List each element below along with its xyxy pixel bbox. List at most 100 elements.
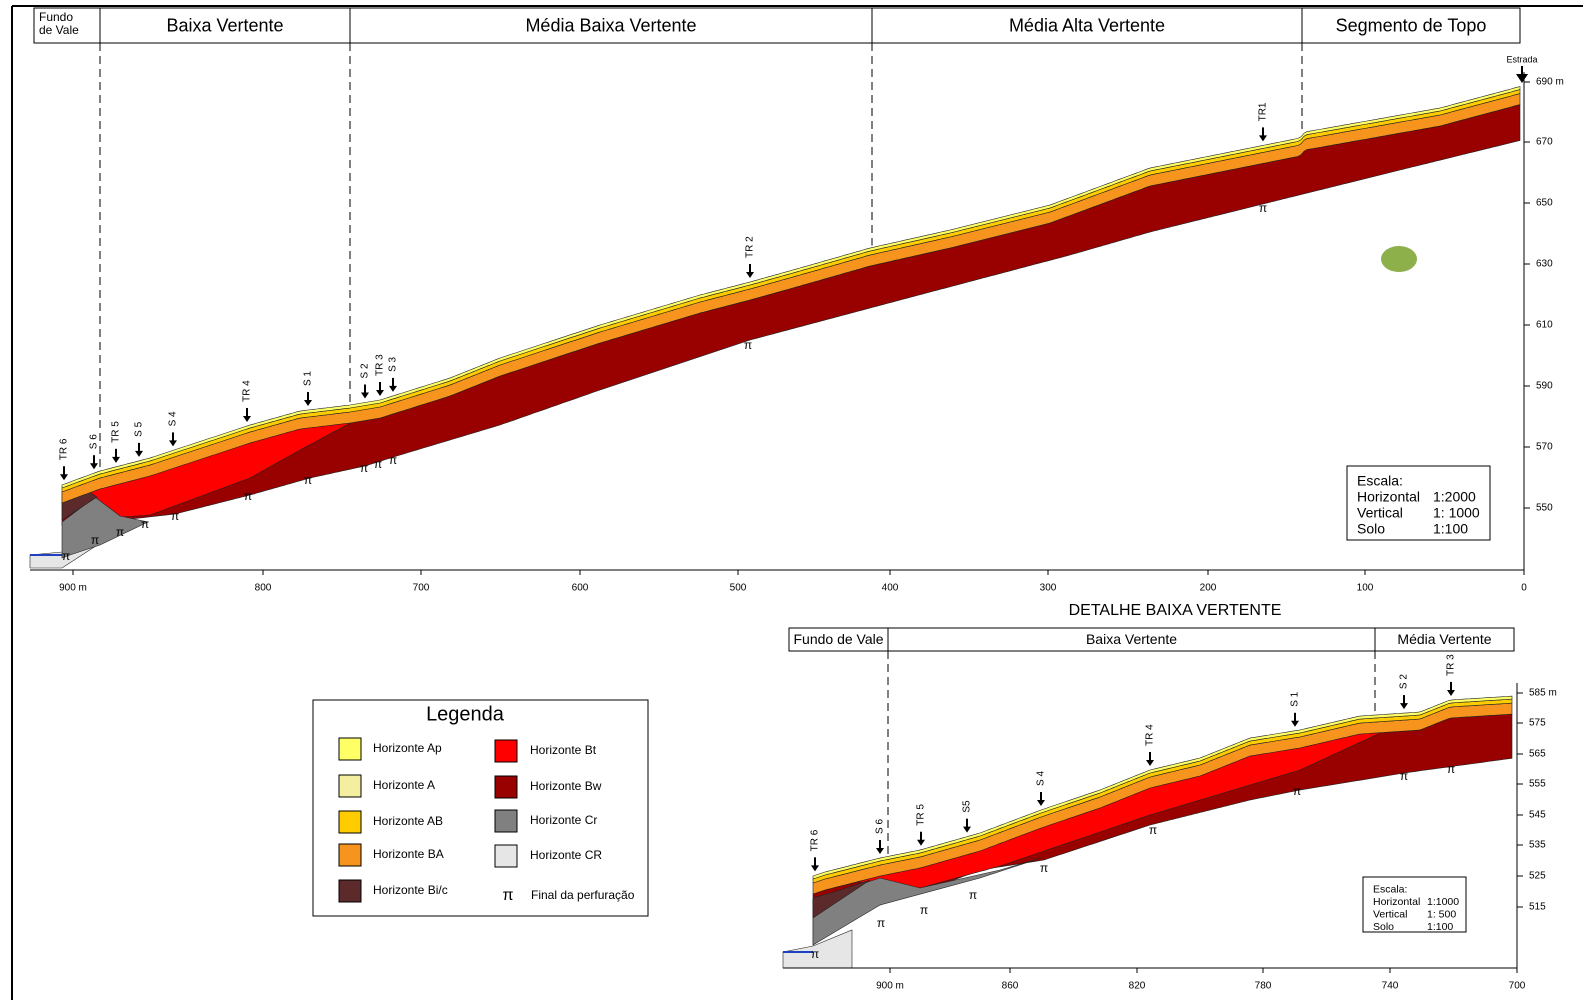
- x-tick-label: 700: [1509, 981, 1526, 992]
- marker-label: S 1: [1290, 691, 1301, 706]
- segment-label: Média Alta Vertente: [1009, 15, 1165, 35]
- legend-label: Horizonte Cr: [530, 813, 597, 827]
- legend-swatch: [495, 776, 517, 798]
- marker-label: TR 5: [916, 804, 927, 826]
- marker-label: TR 4: [242, 380, 253, 402]
- x-tick-label: 200: [1200, 583, 1217, 594]
- marker-arrowhead: [169, 440, 177, 446]
- boring-end: π: [1293, 784, 1301, 798]
- boring-end: π: [374, 457, 382, 471]
- marker-label: TR1: [1258, 102, 1269, 121]
- legend-swatch: [495, 845, 517, 867]
- boring-end: π: [62, 549, 70, 563]
- marker-label: TR 6: [59, 438, 70, 460]
- scale-title: Escala:: [1373, 883, 1407, 895]
- legend-swatch: [495, 740, 517, 762]
- marker-label: S 2: [360, 363, 371, 378]
- scale-key: Solo: [1357, 521, 1385, 537]
- legend-swatch: [339, 775, 361, 797]
- boring-end: π: [1149, 823, 1157, 837]
- legend-symbol: π: [502, 887, 513, 904]
- boring-end: π: [360, 461, 368, 475]
- x-tick-label: 780: [1255, 981, 1272, 992]
- marker-label: S 4: [168, 411, 179, 426]
- marker-label: TR 3: [1446, 654, 1457, 676]
- x-tick-label: 900 m: [59, 583, 87, 594]
- y-tick-label: 650: [1536, 198, 1553, 209]
- marker-label: TR 4: [1145, 724, 1156, 746]
- x-tick-label: 100: [1357, 583, 1374, 594]
- legend-label: Horizonte Bw: [530, 779, 602, 793]
- legend-label: Horizonte Ap: [373, 741, 442, 755]
- marker-arrowhead: [1400, 703, 1408, 709]
- marker-arrowhead: [90, 463, 98, 469]
- legend-label: Final da perfuração: [531, 888, 635, 902]
- marker-arrowhead: [876, 848, 884, 854]
- legend-label: Horizonte CR: [530, 848, 602, 862]
- marker-label: TR 5: [111, 421, 122, 443]
- marker-arrowhead: [1146, 760, 1154, 766]
- scale-key: Vertical: [1357, 505, 1403, 521]
- marker-arrowhead: [1447, 690, 1455, 696]
- legend-title: Legenda: [426, 703, 505, 725]
- marker-label: S 5: [134, 421, 145, 436]
- y-tick-label: 535: [1529, 840, 1546, 851]
- x-tick-label: 300: [1040, 583, 1057, 594]
- x-tick-label: 860: [1002, 981, 1019, 992]
- boring-end: π: [969, 888, 977, 902]
- boring-end: π: [304, 473, 312, 487]
- green-dot: [1381, 246, 1417, 272]
- boring-end: π: [91, 533, 99, 547]
- boring-end: π: [1259, 201, 1267, 215]
- boring-end: π: [244, 489, 252, 503]
- marker-label: S 4: [1036, 771, 1047, 786]
- boring-end: π: [1447, 762, 1455, 776]
- legend-swatch: [339, 880, 361, 902]
- boring-end: π: [389, 453, 397, 467]
- legend-label: Horizonte A: [373, 778, 435, 792]
- marker-arrowhead: [1037, 800, 1045, 806]
- marker-label: S5: [962, 800, 973, 813]
- marker-arrowhead: [389, 386, 397, 392]
- scale-key: Vertical: [1373, 908, 1407, 920]
- marker-arrowhead: [917, 840, 925, 846]
- y-tick-label: 515: [1529, 902, 1546, 913]
- scale-value: 1:100: [1433, 521, 1468, 537]
- legend-label: Horizonte BA: [373, 847, 444, 861]
- segment-label: de Vale: [39, 23, 79, 37]
- segment-label: Fundo: [39, 10, 73, 24]
- y-tick-label: 630: [1536, 259, 1553, 270]
- legend-label: Horizonte AB: [373, 814, 443, 828]
- marker-arrowhead: [304, 400, 312, 406]
- segment-label: Baixa Vertente: [166, 15, 283, 35]
- y-tick-label: 570: [1536, 442, 1553, 453]
- marker-arrowhead: [60, 474, 68, 480]
- segment-label: Segmento de Topo: [1336, 15, 1487, 35]
- x-tick-label: 600: [572, 583, 589, 594]
- y-tick-label: 590: [1536, 381, 1553, 392]
- y-tick-label: 545: [1529, 810, 1546, 821]
- scale-key: Horizontal: [1373, 896, 1420, 908]
- y-tick-label: 525: [1529, 871, 1546, 882]
- x-tick-label: 740: [1382, 981, 1399, 992]
- marker-label: S 1: [303, 371, 314, 386]
- road-label: Estrada: [1506, 54, 1537, 64]
- marker-arrowhead: [112, 457, 120, 463]
- marker-arrowhead: [361, 393, 369, 399]
- legend-swatch: [339, 811, 361, 833]
- marker-arrowhead: [1291, 721, 1299, 727]
- horizon-Bt: [860, 723, 1403, 889]
- segment-label: Fundo de Vale: [793, 631, 883, 647]
- boring-end: π: [141, 517, 149, 531]
- segment-label: Média Baixa Vertente: [525, 15, 696, 35]
- x-tick-label: 700: [413, 583, 430, 594]
- marker-label: S 6: [875, 819, 886, 834]
- marker-arrowhead: [1259, 135, 1267, 141]
- x-tick-label: 900 m: [876, 981, 904, 992]
- y-tick-label: 555: [1529, 779, 1546, 790]
- marker-label: TR 2: [745, 236, 756, 258]
- boring-end: π: [811, 947, 819, 961]
- scale-value: 1: 1000: [1433, 505, 1480, 521]
- x-tick-label: 800: [255, 583, 272, 594]
- boring-end: π: [1400, 769, 1408, 783]
